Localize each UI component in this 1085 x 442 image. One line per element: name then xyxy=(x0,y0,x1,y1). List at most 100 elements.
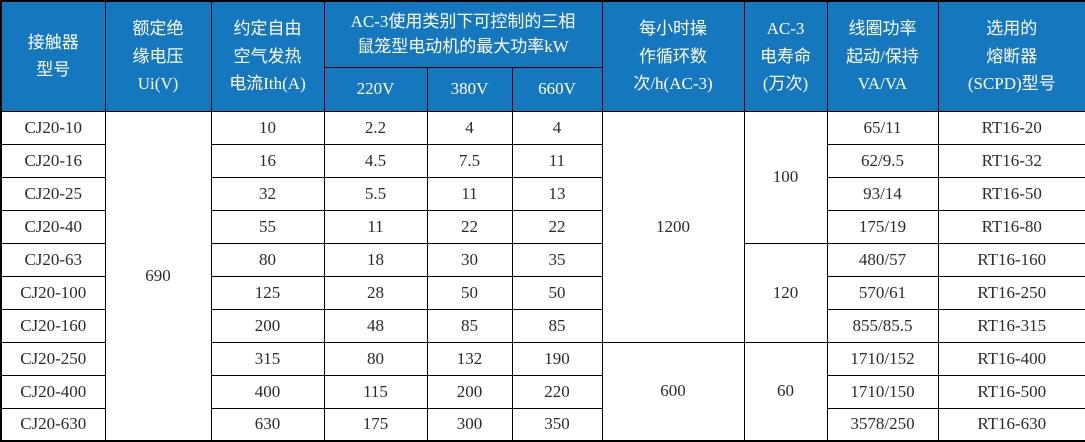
cell-cycles-merged: 1200 xyxy=(601,110,745,343)
header-coil-power: 线圈功率 起动/保持 VA/VA xyxy=(826,0,939,112)
cell-ith: 80 xyxy=(210,242,325,277)
cell-model: CJ20-25 xyxy=(0,176,106,211)
header-660v: 660V xyxy=(511,66,603,112)
cell-kw-380v: 50 xyxy=(426,275,513,310)
header-ith-current: 约定自由 空气发热 电流Ith(A) xyxy=(210,0,325,112)
cell-model: CJ20-10 xyxy=(0,110,106,145)
cell-ith: 400 xyxy=(210,374,325,409)
cell-ith: 32 xyxy=(210,176,325,211)
cell-kw-660v: 220 xyxy=(511,374,603,409)
cell-fuse: RT16-500 xyxy=(937,374,1085,409)
cell-fuse: RT16-250 xyxy=(937,275,1085,310)
cell-kw-220v: 115 xyxy=(323,374,428,409)
cell-coil-power: 570/61 xyxy=(826,275,939,310)
cell-ith: 16 xyxy=(210,143,325,178)
cell-kw-380v: 22 xyxy=(426,209,513,244)
cell-fuse: RT16-630 xyxy=(937,407,1085,442)
table-row: CJ20-250 315 80 132 190 600 60 1710/152 … xyxy=(0,341,1085,442)
cell-coil-power: 1710/150 xyxy=(826,374,939,409)
cell-kw-660v: 13 xyxy=(511,176,603,211)
cell-kw-220v: 175 xyxy=(323,407,428,442)
cell-kw-220v: 28 xyxy=(323,275,428,310)
cell-kw-220v: 11 xyxy=(323,209,428,244)
cell-coil-power: 62/9.5 xyxy=(826,143,939,178)
cell-kw-380v: 85 xyxy=(426,308,513,343)
header-380v: 380V xyxy=(426,66,513,112)
cell-model: CJ20-250 xyxy=(0,341,106,376)
table-row: CJ20-160 200 48 85 85 855/85.5 RT16-315 xyxy=(0,308,1085,343)
cell-coil-power: 855/85.5 xyxy=(826,308,939,343)
cell-coil-power: 480/57 xyxy=(826,242,939,277)
cell-kw-660v: 22 xyxy=(511,209,603,244)
cell-model: CJ20-100 xyxy=(0,275,106,310)
cell-coil-power: 3578/250 xyxy=(826,407,939,442)
cell-kw-660v: 50 xyxy=(511,275,603,310)
cell-fuse: RT16-32 xyxy=(937,143,1085,178)
cell-kw-380v: 4 xyxy=(426,110,513,145)
cell-fuse: RT16-20 xyxy=(937,110,1085,145)
table-row: CJ20-100 125 28 50 50 570/61 RT16-250 xyxy=(0,275,1085,310)
table-row: CJ20-400 400 115 200 220 1710/150 RT16-5… xyxy=(0,374,1085,409)
header-fuse-model: 选用的 熔断器 (SCPD)型号 xyxy=(937,0,1085,112)
table-row: CJ20-630 630 175 300 350 3578/250 RT16-6… xyxy=(0,407,1085,442)
cell-ith: 315 xyxy=(210,341,325,376)
cell-ith: 125 xyxy=(210,275,325,310)
table-row: CJ20-25 32 5.5 11 13 93/14 RT16-50 xyxy=(0,176,1085,211)
cell-kw-220v: 80 xyxy=(323,341,428,376)
cell-kw-660v: 35 xyxy=(511,242,603,277)
cell-kw-660v: 350 xyxy=(511,407,603,442)
table-row: CJ20-40 55 11 22 22 175/19 RT16-80 xyxy=(0,209,1085,244)
cell-ith: 200 xyxy=(210,308,325,343)
cell-model: CJ20-40 xyxy=(0,209,106,244)
cell-kw-380v: 30 xyxy=(426,242,513,277)
table-body: CJ20-10 690 10 2.2 4 4 1200 100 65/11 RT… xyxy=(0,110,1085,442)
cell-kw-660v: 190 xyxy=(511,341,603,376)
cell-cycles-merged: 600 xyxy=(601,341,745,442)
cell-fuse: RT16-315 xyxy=(937,308,1085,343)
cell-model: CJ20-160 xyxy=(0,308,106,343)
cell-kw-660v: 85 xyxy=(511,308,603,343)
cell-ith: 630 xyxy=(210,407,325,442)
cell-coil-power: 1710/152 xyxy=(826,341,939,376)
cell-model: CJ20-630 xyxy=(0,407,106,442)
cell-kw-660v: 11 xyxy=(511,143,603,178)
cell-kw-380v: 132 xyxy=(426,341,513,376)
cell-kw-220v: 4.5 xyxy=(323,143,428,178)
header-cycles-per-hour: 每小时操 作循环数 次/h(AC-3) xyxy=(601,0,745,112)
cell-life-merged: 120 xyxy=(743,242,828,343)
cell-kw-220v: 48 xyxy=(323,308,428,343)
cell-kw-380v: 200 xyxy=(426,374,513,409)
cell-fuse: RT16-50 xyxy=(937,176,1085,211)
cell-kw-660v: 4 xyxy=(511,110,603,145)
cell-model: CJ20-63 xyxy=(0,242,106,277)
cell-ui-voltage-merged: 690 xyxy=(104,110,212,442)
cell-coil-power: 93/14 xyxy=(826,176,939,211)
table-header: 接触器 型号 额定绝 缘电压 Ui(V) 约定自由 空气发热 电流Ith(A) … xyxy=(0,0,1085,112)
cell-kw-220v: 2.2 xyxy=(323,110,428,145)
cell-life-merged: 60 xyxy=(743,341,828,442)
header-model: 接触器 型号 xyxy=(0,0,106,112)
header-220v: 220V xyxy=(323,66,428,112)
cell-ith: 55 xyxy=(210,209,325,244)
table-row: CJ20-16 16 4.5 7.5 11 62/9.5 RT16-32 xyxy=(0,143,1085,178)
cell-kw-220v: 5.5 xyxy=(323,176,428,211)
cell-model: CJ20-400 xyxy=(0,374,106,409)
cell-life-merged: 100 xyxy=(743,110,828,244)
cell-fuse: RT16-160 xyxy=(937,242,1085,277)
cell-fuse: RT16-400 xyxy=(937,341,1085,376)
header-ui-voltage: 额定绝 缘电压 Ui(V) xyxy=(104,0,212,112)
cell-ith: 10 xyxy=(210,110,325,145)
header-max-power-group: AC-3使用类别下可控制的三相 鼠笼型电动机的最大功率kW xyxy=(323,0,603,68)
table-row: CJ20-10 690 10 2.2 4 4 1200 100 65/11 RT… xyxy=(0,110,1085,442)
cell-kw-380v: 300 xyxy=(426,407,513,442)
cell-coil-power: 175/19 xyxy=(826,209,939,244)
cell-kw-380v: 11 xyxy=(426,176,513,211)
cell-kw-220v: 18 xyxy=(323,242,428,277)
header-electrical-life: AC-3 电寿命 (万次) xyxy=(743,0,828,112)
cell-kw-380v: 7.5 xyxy=(426,143,513,178)
cell-fuse: RT16-80 xyxy=(937,209,1085,244)
cell-coil-power: 65/11 xyxy=(826,110,939,145)
cell-model: CJ20-16 xyxy=(0,143,106,178)
